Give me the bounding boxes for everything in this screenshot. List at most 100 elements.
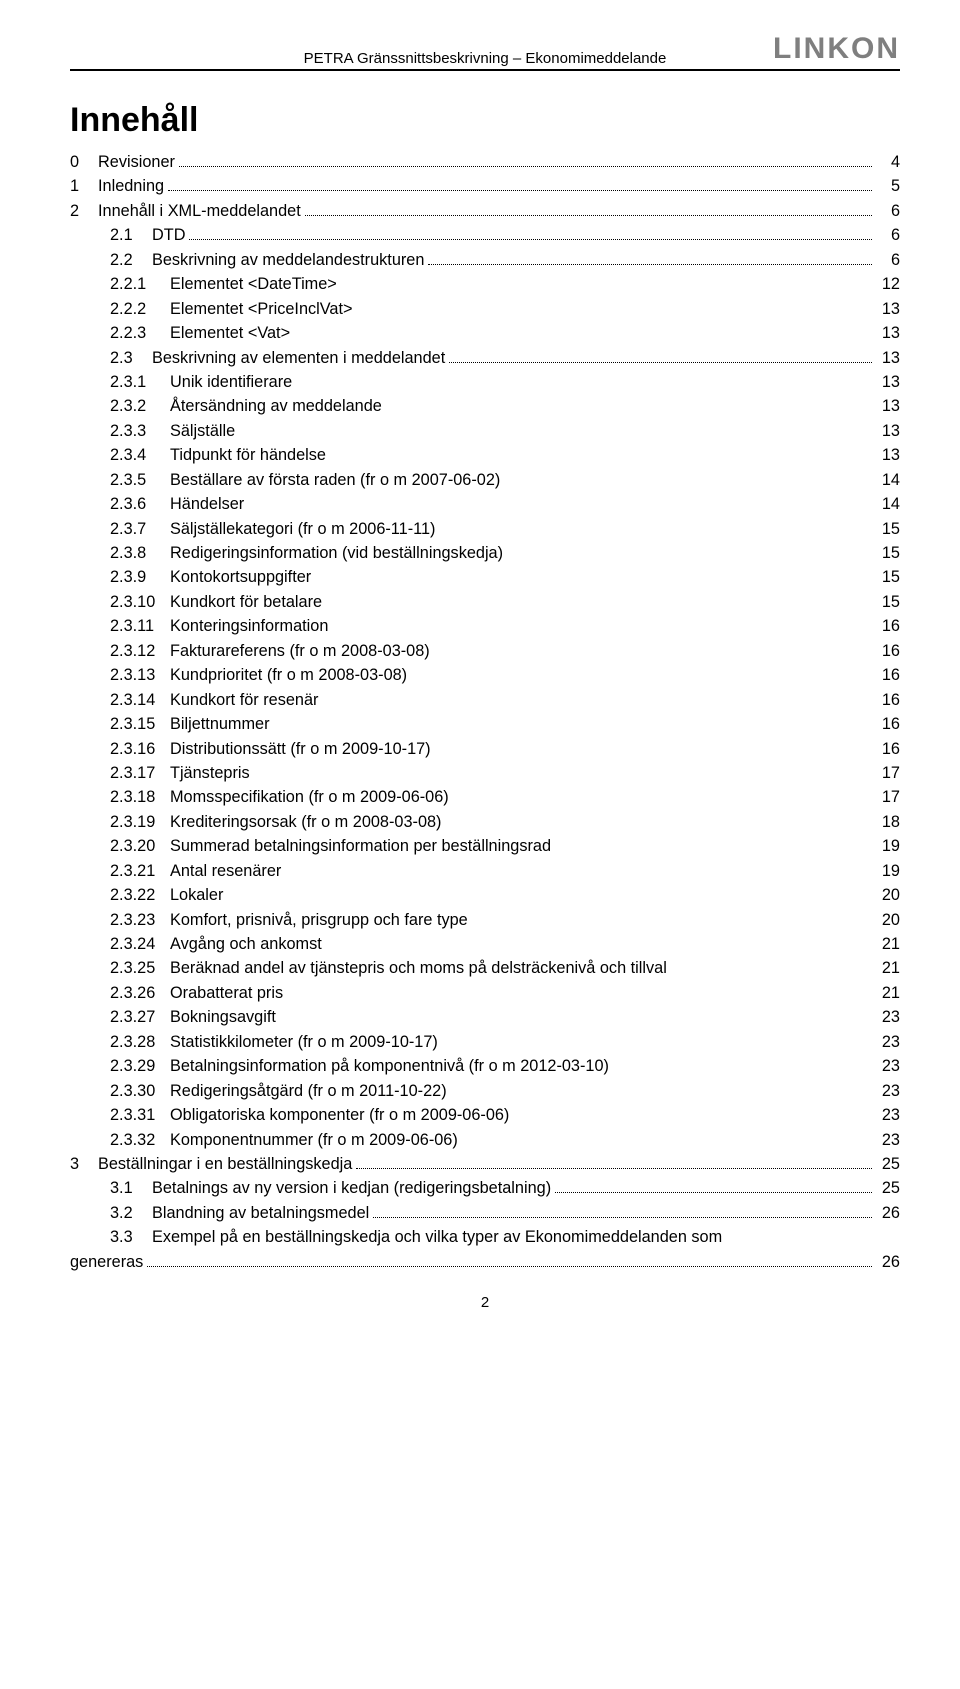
document-page: PETRA Gränssnittsbeskrivning – Ekonomime… — [0, 0, 960, 1689]
toc-number: 2.3.3 — [110, 419, 170, 443]
page-header: PETRA Gränssnittsbeskrivning – Ekonomime… — [70, 50, 900, 71]
toc-label: Fakturareferens (fr o m 2008-03-08) — [170, 639, 430, 663]
toc-number: 2.3.18 — [110, 785, 170, 809]
toc-label: Summerad betalningsinformation per bestä… — [170, 834, 551, 858]
toc-entry: 2.3.23Komfort, prisnivå, prisgrupp och f… — [70, 908, 900, 932]
toc-page: 18 — [876, 810, 900, 834]
toc-entry: 2.3.27Bokningsavgift23 — [70, 1005, 900, 1029]
toc-entry: 2.2.3Elementet <Vat>13 — [70, 321, 900, 345]
toc-number: 2.2 — [110, 248, 152, 272]
toc-entry: 1Inledning5 — [70, 174, 900, 198]
toc-leader-dots — [305, 215, 872, 216]
toc-page: 16 — [876, 688, 900, 712]
toc-leader-dots — [179, 166, 872, 167]
toc-number: 1 — [70, 174, 98, 198]
toc-number: 2.3.25 — [110, 956, 170, 980]
toc-label: Distributionssätt (fr o m 2009-10-17) — [170, 737, 431, 761]
toc-label: Redigeringsinformation (vid beställnings… — [170, 541, 503, 565]
toc-label: Blandning av betalningsmedel — [152, 1201, 369, 1225]
toc-number: 3.3 — [110, 1225, 152, 1249]
toc-entry: 2.3.17Tjänstepris17 — [70, 761, 900, 785]
toc-number: 2.3.12 — [110, 639, 170, 663]
toc-entry: 3Beställningar i en beställningskedja25 — [70, 1152, 900, 1176]
toc-entry: 2.3.26Orabatterat pris21 — [70, 981, 900, 1005]
toc-leader-dots — [428, 264, 872, 265]
toc-page: 16 — [876, 639, 900, 663]
toc-entry: 2.3.20Summerad betalningsinformation per… — [70, 834, 900, 858]
toc-number: 2.3.20 — [110, 834, 170, 858]
toc-row: genereras26 — [110, 1250, 900, 1274]
toc-label: Beställare av första raden (fr o m 2007-… — [170, 468, 500, 492]
brand-logo: LINKON — [773, 32, 900, 66]
toc-number: 2.3.1 — [110, 370, 170, 394]
toc-label: Lokaler — [170, 883, 223, 907]
toc-label: Säljställe — [170, 419, 235, 443]
toc-page: 26 — [876, 1250, 900, 1274]
toc-page: 14 — [876, 492, 900, 516]
toc-label: Krediteringsorsak (fr o m 2008-03-08) — [170, 810, 441, 834]
toc-label: Beräknad andel av tjänstepris och moms p… — [170, 956, 667, 980]
toc-number: 2.2.2 — [110, 297, 170, 321]
toc-page: 20 — [876, 908, 900, 932]
toc-label: Bokningsavgift — [170, 1005, 276, 1029]
toc-entry: 2.3.32Komponentnummer (fr o m 2009-06-06… — [70, 1128, 900, 1152]
toc-page: 21 — [876, 981, 900, 1005]
toc-entry: 2.3.3Säljställe 13 — [70, 419, 900, 443]
toc-label: Återsändning av meddelande — [170, 394, 382, 418]
toc-entry: 3.2Blandning av betalningsmedel26 — [70, 1201, 900, 1225]
toc-number: 2.3.22 — [110, 883, 170, 907]
toc-page: 13 — [876, 394, 900, 418]
toc-page: 21 — [876, 932, 900, 956]
toc-page: 15 — [876, 590, 900, 614]
toc-entry: 2.3.29Betalningsinformation på komponent… — [70, 1054, 900, 1078]
toc-number: 2.3.10 — [110, 590, 170, 614]
toc-number: 2.3.30 — [110, 1079, 170, 1103]
toc-page: 20 — [876, 883, 900, 907]
toc-page: 13 — [876, 419, 900, 443]
toc-leader-dots — [373, 1217, 872, 1218]
toc-number: 2.3.13 — [110, 663, 170, 687]
toc-number: 2.3.17 — [110, 761, 170, 785]
toc-entry: 2.3.2Återsändning av meddelande13 — [70, 394, 900, 418]
toc-label: Redigeringsåtgärd (fr o m 2011-10-22) — [170, 1079, 447, 1103]
toc-number: 2.3.21 — [110, 859, 170, 883]
toc-page: 19 — [876, 834, 900, 858]
toc-entry: 2.3Beskrivning av elementen i meddelande… — [70, 346, 900, 370]
toc-number: 2.3.6 — [110, 492, 170, 516]
toc-number: 2.3.32 — [110, 1128, 170, 1152]
toc-page: 17 — [876, 761, 900, 785]
toc-entry: 2.3.7Säljställekategori (fr o m 2006-11-… — [70, 517, 900, 541]
toc-number: 2.3.5 — [110, 468, 170, 492]
toc-leader-dots — [356, 1168, 872, 1169]
toc-entry: 0Revisioner4 — [70, 150, 900, 174]
toc-number: 2.3.7 — [110, 517, 170, 541]
toc-page: 15 — [876, 565, 900, 589]
toc-entry: 2.3.21Antal resenärer19 — [70, 859, 900, 883]
toc-page: 6 — [876, 248, 900, 272]
toc-page: 16 — [876, 614, 900, 638]
toc-leader-dots — [555, 1192, 872, 1193]
toc-label: Revisioner — [98, 150, 175, 174]
toc-page: 16 — [876, 712, 900, 736]
toc-page: 13 — [876, 370, 900, 394]
toc-label: DTD — [152, 223, 185, 247]
toc-page: 17 — [876, 785, 900, 809]
toc-label: Komponentnummer (fr o m 2009-06-06) — [170, 1128, 458, 1152]
toc-entry: 2.3.4Tidpunkt för händelse13 — [70, 443, 900, 467]
toc-number: 2.3.24 — [110, 932, 170, 956]
toc-page: 16 — [876, 663, 900, 687]
toc-page: 15 — [876, 541, 900, 565]
toc-number: 3.1 — [110, 1176, 152, 1200]
toc-number: 2.3.28 — [110, 1030, 170, 1054]
toc-number: 2.3.26 — [110, 981, 170, 1005]
toc-number: 2.3.8 — [110, 541, 170, 565]
toc-entry: 2.3.5Beställare av första raden (fr o m … — [70, 468, 900, 492]
toc-page: 4 — [876, 150, 900, 174]
toc-label: Kontokortsuppgifter — [170, 565, 311, 589]
toc-page: 26 — [876, 1201, 900, 1225]
toc-number: 2.3.15 — [110, 712, 170, 736]
toc-number: 2.3.9 — [110, 565, 170, 589]
toc-number: 2.3.14 — [110, 688, 170, 712]
toc-page: 23 — [876, 1054, 900, 1078]
toc-page: 15 — [876, 517, 900, 541]
